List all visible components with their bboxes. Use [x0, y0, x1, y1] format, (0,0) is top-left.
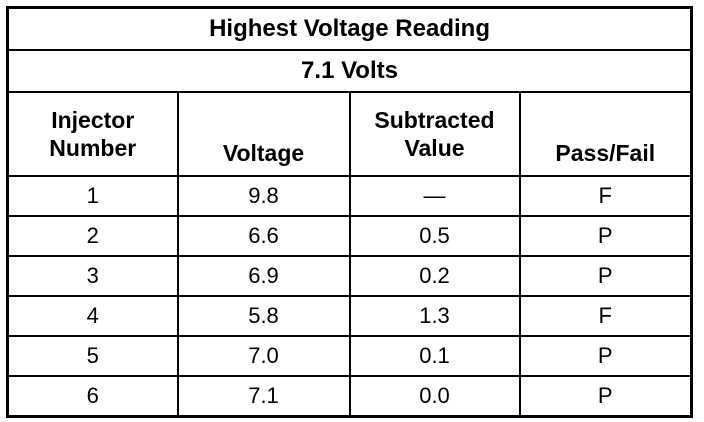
pass-fail-cell: P [518, 335, 693, 377]
column-header-line: Injector [51, 107, 135, 133]
voltage-cell: 9.8 [176, 175, 351, 217]
voltage-cell: 7.0 [176, 335, 351, 377]
column-header-line: Voltage [222, 140, 305, 166]
injector-number-cell: 4 [6, 295, 179, 337]
title-row: Highest Voltage Reading [6, 6, 693, 51]
injector-number-cell: 5 [6, 335, 179, 377]
subtracted-value-cell: 0.0 [348, 375, 521, 418]
subtracted-value-cell: 1.3 [348, 295, 521, 337]
pass-fail-cell: F [518, 295, 693, 337]
injector-number-cell: 1 [6, 175, 179, 217]
table-row: 6 7.1 0.0 P [6, 375, 693, 418]
pass-fail-cell: P [518, 255, 693, 297]
pass-fail-cell: P [518, 375, 693, 418]
table-row: 1 9.8 — F [6, 175, 693, 217]
injector-voltage-table: Highest Voltage Reading 7.1 Volts Inject… [6, 6, 694, 418]
voltage-cell: 7.1 [176, 375, 351, 418]
table-title: Highest Voltage Reading [6, 6, 693, 51]
column-header-injector-number: Injector Number [6, 91, 179, 177]
table-row: 3 6.9 0.2 P [6, 255, 693, 297]
voltage-cell: 6.6 [176, 215, 351, 257]
subtracted-value-cell: 0.1 [348, 335, 521, 377]
column-header-line: Value [404, 135, 465, 161]
column-header-subtracted-value: Subtracted Value [348, 91, 521, 177]
column-header-line: Pass/Fail [555, 140, 656, 166]
table-row: 4 5.8 1.3 F [6, 295, 693, 337]
table-row: 2 6.6 0.5 P [6, 215, 693, 257]
pass-fail-cell: F [518, 175, 693, 217]
column-header-line: Number [49, 135, 137, 161]
injector-number-cell: 3 [6, 255, 179, 297]
column-header-row: Injector Number Voltage Subtracted Value… [6, 91, 693, 177]
highest-voltage-value: 7.1 Volts [6, 49, 693, 93]
injector-number-cell: 2 [6, 215, 179, 257]
subtracted-value-cell: — [348, 175, 521, 217]
subtitle-row: 7.1 Volts [6, 49, 693, 93]
table-row: 5 7.0 0.1 P [6, 335, 693, 377]
column-header-pass-fail: Pass/Fail [518, 91, 693, 177]
voltage-cell: 6.9 [176, 255, 351, 297]
pass-fail-cell: P [518, 215, 693, 257]
voltage-cell: 5.8 [176, 295, 351, 337]
column-header-voltage: Voltage [176, 91, 351, 177]
injector-number-cell: 6 [6, 375, 179, 418]
subtracted-value-cell: 0.2 [348, 255, 521, 297]
subtracted-value-cell: 0.5 [348, 215, 521, 257]
column-header-line: Subtracted [374, 107, 495, 133]
